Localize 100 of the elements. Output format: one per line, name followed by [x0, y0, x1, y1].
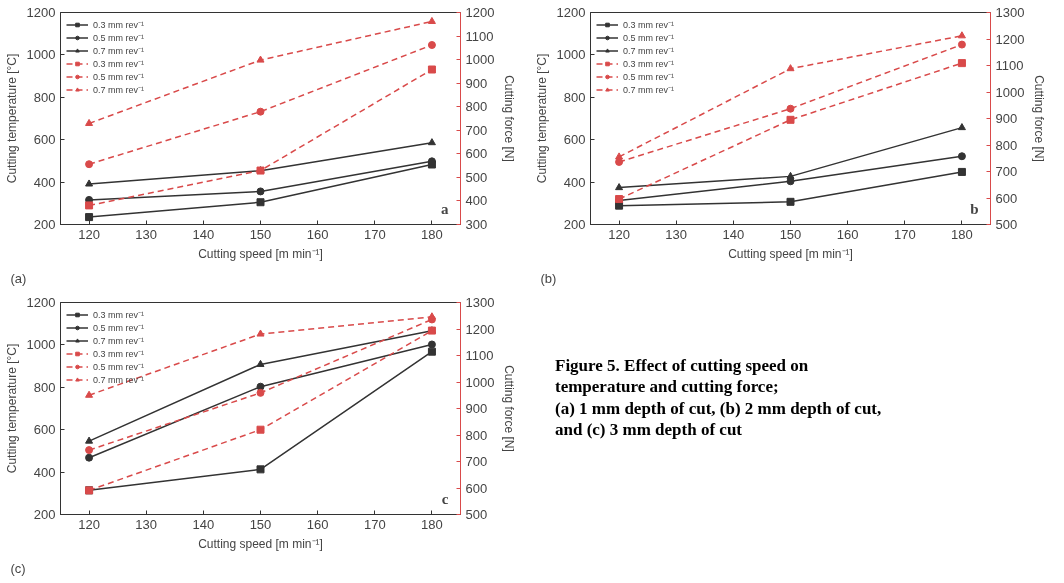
y-tick-label: 1000 [26, 47, 56, 63]
y2-tick-label: 1100 [465, 28, 494, 44]
x-tick-label: 140 [192, 226, 215, 242]
y2-tick-label: 500 [465, 169, 488, 185]
y2-tick-label: 800 [465, 99, 488, 115]
y-tick-label: 800 [563, 89, 586, 105]
text: (b) [540, 270, 557, 286]
y-tick-label: 1200 [26, 295, 56, 310]
legend-label: 0.5 mm rev⁻¹ [623, 32, 675, 44]
y2-tick-label: 700 [995, 164, 1018, 179]
y2-tick-label: 1100 [465, 348, 494, 363]
y2-tick-label: 900 [465, 75, 488, 91]
annotation: b [970, 200, 979, 217]
y2-tick-label: 1300 [465, 295, 495, 310]
y-tick-label: 1000 [26, 337, 56, 353]
y2-tick-label: 500 [995, 217, 1018, 232]
y-axis-title: Cutting temperature [°C] [534, 53, 549, 184]
annotation: c [441, 490, 449, 507]
y2-tick-label: 1200 [995, 31, 1025, 47]
legend-label: 0.7 mm rev⁻¹ [93, 335, 145, 347]
x-tick-label: 120 [78, 516, 100, 532]
y2-tick-label: 900 [465, 401, 488, 416]
y2-tick-label: 600 [465, 480, 488, 496]
y-tick-label: 200 [33, 217, 56, 232]
y-axis-title: Cutting temperature [°C] [4, 53, 19, 184]
y2-tick-label: 700 [465, 122, 488, 138]
x-tick-label: 170 [363, 516, 386, 532]
legend-label: 0.7 mm rev⁻¹ [623, 84, 675, 96]
y-tick-label: 200 [563, 217, 586, 232]
y-tick-label: 1200 [556, 5, 586, 20]
legend-label: 0.5 mm rev⁻¹ [623, 71, 675, 83]
y-tick-label: 600 [33, 422, 56, 438]
y-tick-label: 400 [563, 174, 586, 190]
x-tick-label: 160 [306, 516, 329, 532]
x-axis-title: Cutting speed [m min⁻¹] [198, 536, 323, 551]
x-tick-label: 130 [665, 226, 688, 242]
y2-axis-title: Cutting force [N] [1032, 75, 1047, 162]
text: (a) [10, 270, 27, 286]
y2-tick-label: 1300 [995, 5, 1025, 20]
legend-label: 0.5 mm rev⁻¹ [93, 71, 145, 83]
legend-label: 0.7 mm rev⁻¹ [623, 45, 675, 57]
x-tick-label: 180 [421, 516, 443, 532]
caption: Figure 5. Effect of cutting speed on [555, 356, 809, 375]
legend-label: 0.3 mm rev⁻¹ [623, 19, 675, 31]
y2-tick-label: 800 [465, 427, 488, 443]
x-tick-label: 160 [836, 226, 859, 242]
y2-tick-label: 600 [995, 190, 1018, 206]
y-tick-label: 1000 [556, 47, 586, 63]
text: temperature and cutting force; [555, 377, 779, 397]
y-tick-label: 200 [33, 507, 56, 522]
x-tick-label: 170 [893, 226, 916, 242]
y-tick-label: 600 [33, 132, 56, 148]
x-tick-label: 140 [192, 516, 215, 532]
y-tick-label: 400 [33, 174, 56, 190]
y2-tick-label: 400 [465, 193, 488, 209]
x-tick-label: 180 [951, 226, 973, 242]
x-tick-label: 120 [608, 226, 630, 242]
x-tick-label: 130 [135, 226, 158, 242]
legend-label: 0.5 mm rev⁻¹ [93, 322, 145, 334]
y2-axis-title: Cutting force [N] [502, 365, 517, 452]
legend-label: 0.3 mm rev⁻¹ [93, 19, 145, 31]
x-tick-label: 180 [421, 226, 443, 242]
legend-label: 0.5 mm rev⁻¹ [93, 32, 145, 44]
legend-label: 0.7 mm rev⁻¹ [93, 374, 145, 386]
legend-label: 0.3 mm rev⁻¹ [93, 348, 145, 360]
annotation: a [441, 200, 449, 217]
y-tick-label: 600 [563, 132, 586, 148]
legend-label: 0.5 mm rev⁻¹ [93, 361, 145, 373]
x-tick-label: 150 [249, 226, 272, 242]
y-tick-label: 800 [33, 379, 56, 395]
legend-label: 0.7 mm rev⁻¹ [93, 45, 145, 57]
x-tick-label: 150 [779, 226, 802, 242]
x-tick-label: 140 [722, 226, 745, 242]
x-tick-label: 120 [78, 226, 100, 242]
y2-tick-label: 700 [465, 454, 488, 469]
y2-tick-label: 600 [465, 146, 488, 162]
y2-tick-label: 1200 [465, 321, 495, 337]
legend-label: 0.3 mm rev⁻¹ [93, 309, 145, 321]
text: (a) 1 mm depth of cut, (b) 2 mm depth of cut, [555, 398, 882, 418]
legend-label: 0.7 mm rev⁻¹ [93, 84, 145, 96]
y2-tick-label: 500 [465, 507, 488, 522]
y2-tick-label: 800 [995, 137, 1018, 153]
x-tick-label: 130 [135, 516, 158, 532]
x-tick-label: 160 [306, 226, 329, 242]
y-tick-label: 800 [33, 89, 56, 105]
y2-tick-label: 1000 [465, 374, 495, 390]
x-axis-title: Cutting speed [m min⁻¹] [198, 246, 323, 261]
x-tick-label: 150 [249, 516, 272, 532]
y2-axis-title: Cutting force [N] [502, 75, 517, 162]
y-tick-label: 1200 [26, 5, 56, 20]
y-tick-label: 400 [33, 464, 56, 480]
legend-label: 0.3 mm rev⁻¹ [623, 58, 675, 70]
legend-label: 0.3 mm rev⁻¹ [93, 58, 145, 70]
y2-tick-label: 1000 [995, 84, 1025, 100]
y2-tick-label: 1100 [995, 58, 1024, 73]
y-axis-title: Cutting temperature [°C] [4, 343, 19, 474]
x-axis-title: Cutting speed [m min⁻¹] [728, 246, 853, 261]
x-tick-label: 170 [363, 226, 386, 242]
y2-tick-label: 900 [995, 111, 1018, 126]
text: and (c) 3 mm depth of cut [555, 419, 742, 439]
